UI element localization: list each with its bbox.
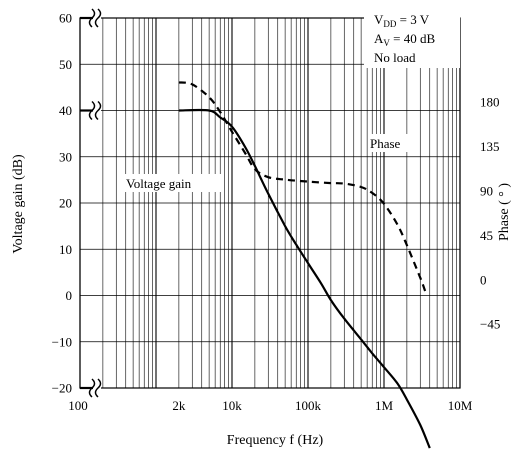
tick-labels: −20 −10 0 10 20 30 40 50 60 −45 0 45 90 135 180 100 2k 10… <box>52 11 501 414</box>
series-layer <box>178 81 431 449</box>
axis-breaks <box>80 8 102 398</box>
axis-break-gain <box>88 100 96 121</box>
axis-break-bottom <box>94 378 102 398</box>
series-label-phase: Phase <box>370 136 401 151</box>
y-tick-label-left: 20 <box>59 196 72 211</box>
y-tick-label-right: 45 <box>480 228 493 243</box>
x-tick-label: 2k <box>172 398 186 413</box>
x-tick-label: 1M <box>375 398 394 413</box>
y-tick-label-right: 180 <box>480 95 500 110</box>
axis-break-top <box>94 8 102 28</box>
phase-label-bg <box>368 134 412 152</box>
y-tick-label-left: −20 <box>52 381 72 396</box>
axis-break-bottom <box>88 378 96 398</box>
y-tick-label-right: 0 <box>480 272 487 287</box>
phase-curve <box>178 81 427 292</box>
y-tick-label-right: 135 <box>480 139 500 154</box>
x-tick-label: 10M <box>448 398 473 413</box>
x-axis-title: Frequency f (Hz) <box>227 433 324 448</box>
y-tick-label-left: 0 <box>66 288 73 303</box>
voltage-gain-label-bg <box>124 174 224 192</box>
y-tick-label-left: 50 <box>59 57 72 72</box>
y-tick-label-right: −45 <box>480 317 500 332</box>
x-tick-label: 100k <box>295 398 322 413</box>
y-tick-label-left: 10 <box>59 242 72 257</box>
y-tick-label-left: −10 <box>52 334 72 349</box>
grid <box>79 17 461 389</box>
x-tick-label: 100 <box>68 398 88 413</box>
av-condition: AV = 40 dB <box>374 31 435 48</box>
conditions-box: VDD = 3 V AV = 40 dB No load <box>364 8 460 68</box>
y-tick-label-left: 30 <box>59 149 72 164</box>
plot-frame <box>79 17 461 389</box>
x-tick-label: 10k <box>222 398 242 413</box>
series-label-voltage-gain: Voltage gain <box>126 176 192 191</box>
right-axis-title: Phase ( ° ) <box>497 183 512 241</box>
voltage-gain-curve <box>178 108 431 449</box>
axis-break-top <box>88 8 96 28</box>
axis-break-gain <box>94 100 102 121</box>
y-tick-label-left: 40 <box>59 103 72 118</box>
vdd-condition: VDD = 3 V <box>374 12 430 29</box>
y-tick-label-right: 90 <box>480 183 493 198</box>
left-axis-title: Voltage gain (dB) <box>11 154 26 254</box>
y-tick-label-left: 60 <box>59 11 72 26</box>
load-condition: No load <box>374 50 416 65</box>
